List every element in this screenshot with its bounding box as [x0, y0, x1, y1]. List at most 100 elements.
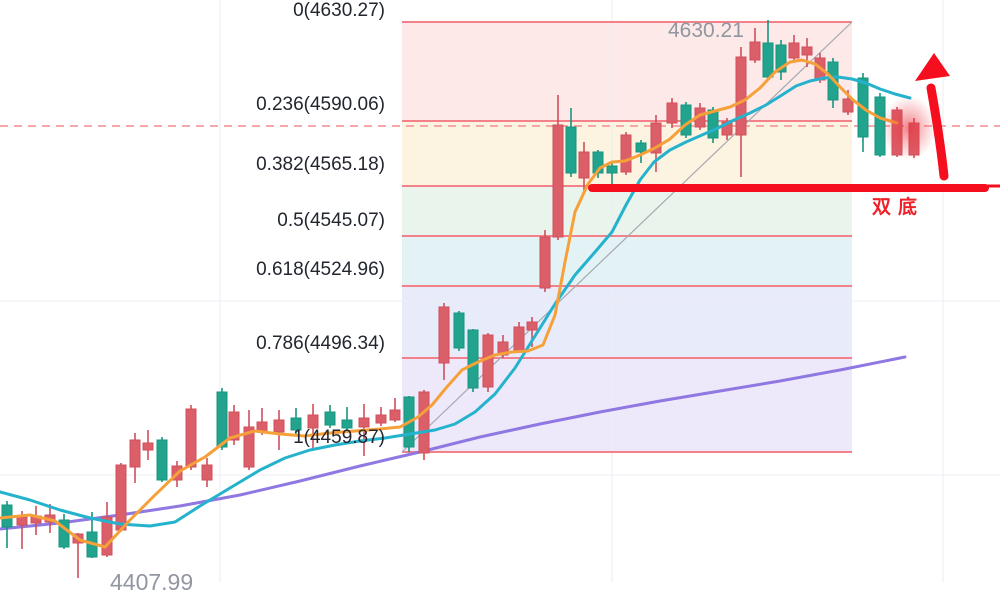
highlight-glow: [882, 96, 936, 160]
candle: [115, 463, 127, 532]
candle-body: [842, 98, 854, 113]
candle: [513, 322, 525, 353]
candle-body: [201, 464, 213, 481]
candle-body: [216, 391, 228, 448]
candle-body: [552, 124, 564, 238]
candle-body: [735, 56, 747, 136]
candle: [1, 501, 13, 548]
chart-canvas[interactable]: [0, 0, 1000, 582]
candle: [101, 502, 113, 557]
candle-body: [142, 442, 154, 451]
swing-high-price-label: 4630.21: [668, 19, 744, 42]
candle-body: [666, 102, 678, 124]
up-arrow-annotation[interactable]: [915, 53, 950, 181]
candle: [324, 405, 336, 428]
candle-body: [749, 41, 761, 61]
candle: [201, 458, 213, 487]
candle-body: [228, 411, 240, 441]
candle: [606, 162, 618, 188]
candle-body: [101, 516, 113, 556]
candle-body: [156, 439, 168, 481]
candle: [775, 40, 787, 80]
candle: [129, 433, 141, 483]
candle: [185, 405, 197, 470]
candle-body: [129, 439, 141, 468]
candle-body: [273, 419, 285, 433]
candle-body: [358, 417, 370, 428]
candle-body: [762, 42, 774, 78]
candle-body: [539, 236, 551, 289]
up-arrow-shaft: [926, 83, 949, 181]
candle-body: [526, 321, 538, 331]
candle-body: [16, 516, 28, 526]
candle: [438, 303, 450, 380]
up-arrow-head-icon: [915, 53, 950, 81]
candle: [788, 35, 800, 62]
candle: [666, 98, 678, 128]
candle: [273, 410, 285, 450]
candle: [762, 20, 774, 80]
candle: [620, 132, 632, 175]
candle: [735, 47, 747, 177]
candle-body: [775, 44, 787, 73]
double-bottom-annotation-label: 双底: [872, 197, 925, 218]
swing-low-price-label: 4407.99: [110, 569, 194, 595]
candle-body: [324, 411, 336, 426]
candle: [30, 506, 42, 535]
candle: [341, 407, 353, 430]
candle: [635, 140, 647, 163]
candle: [389, 398, 401, 422]
candle-body: [707, 109, 719, 139]
candle: [578, 142, 590, 192]
candle-body: [680, 104, 692, 136]
candle-body: [482, 334, 494, 388]
candle-body: [290, 417, 302, 431]
candle: [307, 404, 319, 450]
candle: [552, 95, 564, 240]
candle: [467, 329, 479, 392]
candle: [539, 230, 551, 292]
candle-body: [418, 391, 430, 454]
candle: [565, 108, 577, 177]
candle-body: [341, 419, 353, 429]
grid-lines: [0, 0, 1000, 582]
candle: [749, 28, 761, 63]
candle: [290, 408, 302, 436]
candle-body: [453, 312, 465, 349]
candle: [482, 333, 494, 392]
candle-body: [185, 408, 197, 468]
candle: [680, 102, 692, 138]
candle: [243, 410, 255, 470]
candle: [216, 388, 228, 450]
ma-mid-line: [0, 75, 912, 528]
support-line-annotation[interactable]: [588, 184, 1000, 192]
candle-body: [565, 126, 577, 174]
candle-body: [438, 306, 450, 364]
candle-body: [115, 464, 127, 531]
candle: [156, 437, 168, 482]
candle-body: [620, 134, 632, 173]
candle-body: [513, 326, 525, 353]
candle-body: [243, 426, 255, 468]
candle-body: [389, 409, 401, 421]
candle: [142, 430, 154, 460]
candle: [650, 115, 662, 172]
candle: [418, 390, 430, 460]
candle: [375, 407, 387, 426]
ma-fast-line: [0, 58, 899, 549]
candle: [453, 311, 465, 351]
ma-slow-line: [0, 355, 907, 531]
candle-body: [650, 122, 662, 154]
candle-body: [578, 151, 590, 179]
fib-band-0.5-0.618: [402, 236, 852, 286]
candle-body: [606, 165, 618, 174]
candle-body: [307, 414, 319, 429]
fib-band-0.382-0.5: [402, 186, 852, 236]
candle-body: [635, 142, 647, 153]
candle-body: [788, 42, 800, 59]
candle-body: [467, 329, 479, 389]
candle-body: [375, 414, 387, 424]
candle-body: [801, 46, 813, 56]
candle: [857, 73, 869, 152]
